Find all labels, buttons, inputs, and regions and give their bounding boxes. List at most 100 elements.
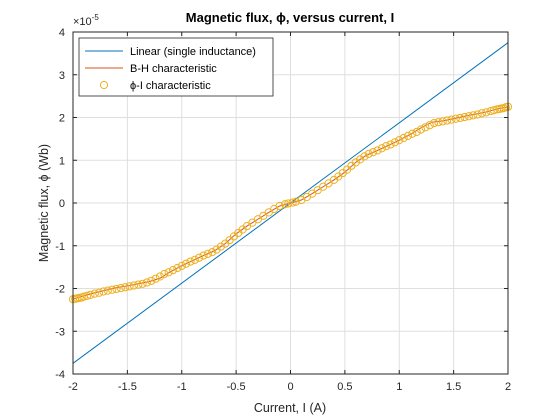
x-tick-label: 2 [505,381,511,393]
data-point [464,112,473,121]
data-point [90,289,99,298]
legend-label-bh: B-H characteristic [130,63,217,75]
data-point [447,115,456,124]
data-point [108,285,117,294]
data-point [364,149,373,158]
x-axis-label: Current, I (A) [254,401,326,415]
y-exponent-power: -5 [92,13,100,22]
data-point [412,127,421,137]
legend: Linear (single inductance) B-H character… [78,37,274,97]
data-point [116,283,125,293]
legend-label-phi-i: ϕ-I characteristic [130,80,211,92]
data-point [147,276,156,285]
chart-title: Magnetic flux, ϕ, versus current, I [186,10,394,25]
data-point [112,284,121,294]
data-point [421,123,430,132]
data-point [399,133,408,143]
data-point [212,245,221,254]
data-point [451,114,460,123]
data-point [473,110,482,119]
y-tick-label: 2 [59,113,65,125]
data-point [216,242,225,251]
y-tick-label: -1 [55,241,65,253]
data-point [425,121,434,130]
data-point [434,118,443,127]
data-point [275,201,284,211]
data-point [416,125,426,134]
data-point [456,113,465,123]
data-point [190,255,199,264]
data-point [203,249,212,258]
data-point [208,248,217,257]
y-axis-label: Magnetic flux, ϕ (Wb) [37,144,51,262]
data-point [142,278,152,287]
data-point [129,281,138,290]
data-point [477,109,486,118]
data-point [138,279,147,288]
y-tick-label: -2 [55,284,65,296]
data-point [182,259,191,268]
data-point [438,117,447,126]
y-tick-label: -4 [55,369,65,381]
data-point [288,198,297,207]
x-tick-label: 1 [396,381,402,393]
y-tick-label: 4 [59,27,65,39]
x-tick-label: -0.5 [227,381,246,393]
x-tick-label: 0.5 [337,381,352,393]
ticks [72,31,509,375]
data-point [443,116,452,125]
x-tick-label: 1.5 [446,381,461,393]
x-tick-label: 0 [287,381,293,393]
data-point [280,200,290,209]
data-point [95,288,104,297]
y-tick-label: 0 [59,198,65,210]
data-point [173,263,182,273]
data-point [155,272,165,281]
y-exponent-base: ×10 [73,16,92,28]
data-point [151,274,160,283]
data-point [86,290,95,300]
data-point [121,283,130,292]
data-point [356,155,365,164]
data-point [291,197,301,206]
data-point [369,148,378,157]
data-point [408,129,417,138]
data-point [482,108,491,117]
data-point [390,138,399,147]
data-point [199,251,208,260]
legend-box [78,37,274,97]
data-point [351,158,360,167]
data-point [489,106,498,115]
tick-labels: -2 -1.5 -1 -0.5 0 0.5 1 1.5 2 -4 -3 -2 -1 0 1 2 3 4 [55,27,511,393]
legend-label-linear: Linear (single inductance) [130,46,256,58]
x-tick-label: -2 [68,381,78,393]
data-point [395,136,404,145]
data-point [377,144,386,153]
data-point [99,287,108,296]
y-tick-label: -3 [55,326,65,338]
data-point [134,280,143,289]
data-point [382,142,391,151]
x-tick-label: -1 [177,381,187,393]
data-point [403,131,413,140]
data-point [195,253,204,262]
data-point [284,199,293,208]
data-point [186,257,195,266]
y-tick-label: 3 [59,70,65,82]
data-point [469,111,478,120]
data-point [373,146,382,155]
data-point [168,266,178,275]
y-exponent-label: ×10-5 [73,13,99,28]
x-tick-label: -1.5 [118,381,137,393]
data-point [103,286,112,295]
data-point [177,261,186,270]
data-point [83,291,92,300]
data-point [164,268,173,277]
data-point [386,140,395,149]
y-tick-label: 1 [59,155,65,167]
data-point [460,112,469,122]
data-point [429,118,439,128]
data-point [160,269,169,279]
legend-swatch-phi-i [99,80,109,90]
